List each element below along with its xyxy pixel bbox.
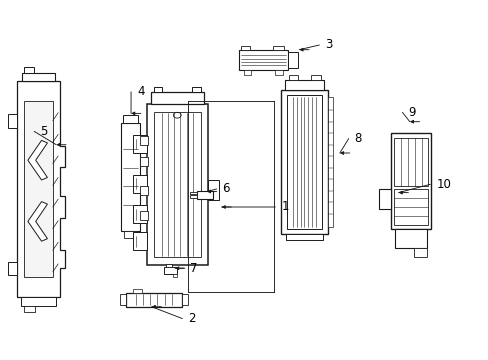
- Bar: [190, 192, 197, 194]
- Bar: [153, 87, 162, 92]
- Bar: [133, 232, 146, 250]
- Text: 5: 5: [40, 125, 47, 138]
- Polygon shape: [28, 140, 47, 180]
- Bar: [133, 289, 142, 293]
- Text: 2: 2: [188, 312, 195, 325]
- Bar: [288, 75, 298, 80]
- Bar: [125, 293, 182, 307]
- Text: 6: 6: [222, 183, 229, 195]
- Bar: [393, 189, 427, 225]
- Bar: [140, 211, 147, 220]
- Bar: [140, 157, 147, 166]
- Text: 9: 9: [407, 106, 415, 119]
- Bar: [24, 67, 34, 73]
- Bar: [182, 294, 187, 305]
- Bar: [123, 115, 138, 123]
- Bar: [243, 70, 250, 75]
- Text: 1: 1: [281, 201, 288, 213]
- Bar: [238, 50, 287, 70]
- Bar: [310, 75, 321, 80]
- Bar: [287, 52, 298, 68]
- Bar: [192, 87, 201, 92]
- Text: 4: 4: [137, 85, 144, 98]
- Bar: [153, 112, 201, 257]
- Bar: [140, 186, 147, 195]
- Bar: [24, 101, 53, 277]
- Bar: [21, 297, 56, 306]
- Bar: [164, 267, 177, 274]
- Bar: [121, 123, 140, 231]
- Bar: [393, 138, 427, 186]
- Bar: [173, 274, 177, 277]
- Text: 7: 7: [189, 262, 197, 275]
- Bar: [146, 104, 207, 265]
- Bar: [22, 73, 55, 81]
- Polygon shape: [17, 81, 65, 297]
- Bar: [197, 191, 212, 199]
- Bar: [166, 264, 172, 267]
- Bar: [390, 133, 430, 229]
- Bar: [378, 189, 390, 209]
- Bar: [286, 95, 321, 229]
- Bar: [133, 205, 146, 223]
- Bar: [413, 248, 427, 257]
- Bar: [241, 46, 249, 50]
- Bar: [133, 175, 146, 193]
- Text: 10: 10: [435, 178, 450, 191]
- Bar: [285, 234, 322, 240]
- Bar: [275, 70, 282, 75]
- Bar: [24, 306, 35, 312]
- Bar: [272, 46, 283, 50]
- Bar: [150, 92, 203, 104]
- Bar: [8, 262, 17, 275]
- Bar: [124, 231, 137, 238]
- Bar: [394, 229, 427, 248]
- Bar: [327, 97, 333, 227]
- Bar: [133, 135, 146, 153]
- Bar: [190, 195, 197, 198]
- Bar: [140, 136, 147, 145]
- Bar: [281, 90, 327, 234]
- Text: 3: 3: [325, 39, 332, 51]
- Bar: [8, 114, 17, 128]
- Bar: [207, 180, 218, 200]
- Polygon shape: [28, 202, 47, 241]
- Bar: [285, 80, 323, 90]
- Bar: [120, 294, 125, 305]
- Text: 8: 8: [354, 132, 361, 145]
